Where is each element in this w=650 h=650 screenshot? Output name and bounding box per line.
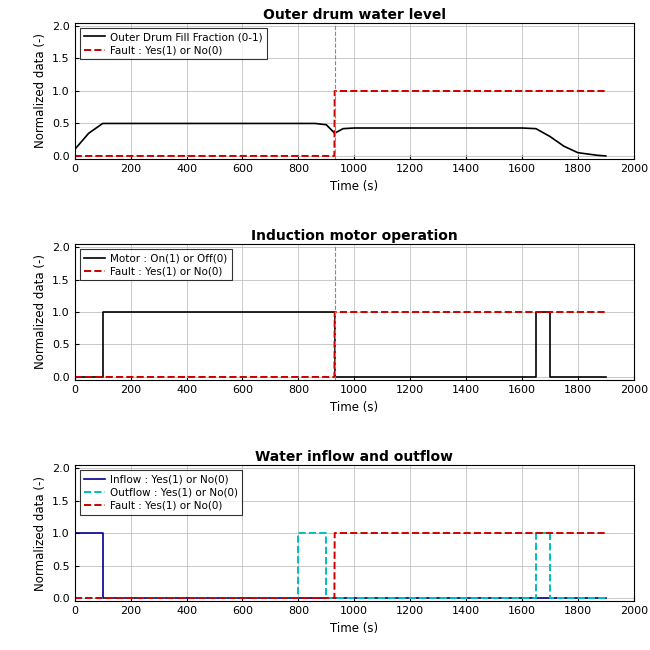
Inflow : Yes(1) or No(0): (100, 0): Yes(1) or No(0): (100, 0) xyxy=(99,594,107,602)
Outer Drum Fill Fraction (0-1) xyxy=(406,124,414,132)
Outer Drum Fill Fraction (0-1) xyxy=(84,129,92,137)
Outflow : Yes(1) or No(0): (900, 1): Yes(1) or No(0): (900, 1) xyxy=(322,529,330,537)
Outer Drum Fill Fraction (0-1) xyxy=(560,142,568,150)
X-axis label: Time (s): Time (s) xyxy=(330,400,378,413)
Inflow : Yes(1) or No(0): (900, 0): Yes(1) or No(0): (900, 0) xyxy=(322,594,330,602)
Motor : On(1) or Off(0): (100, 0): On(1) or Off(0): (100, 0) xyxy=(99,373,107,381)
Outflow : Yes(1) or No(0): (1.7e+03, 1): Yes(1) or No(0): (1.7e+03, 1) xyxy=(546,529,554,537)
Fault : Yes(1) or No(0): (1.9e+03, 1): Yes(1) or No(0): (1.9e+03, 1) xyxy=(602,529,610,537)
Fault : Yes(1) or No(0): (930, 1): Yes(1) or No(0): (930, 1) xyxy=(331,529,339,537)
Motor : On(1) or Off(0): (1.9e+03, 0): On(1) or Off(0): (1.9e+03, 0) xyxy=(602,373,610,381)
Motor : On(1) or Off(0): (0, 0): On(1) or Off(0): (0, 0) xyxy=(71,373,79,381)
Motor : On(1) or Off(0): (850, 1): On(1) or Off(0): (850, 1) xyxy=(309,308,317,316)
Fault : Yes(1) or No(0): (930, 1): Yes(1) or No(0): (930, 1) xyxy=(331,87,339,95)
Outer Drum Fill Fraction (0-1) xyxy=(322,121,330,129)
Y-axis label: Normalized data (-): Normalized data (-) xyxy=(34,255,47,369)
Line: Fault : Yes(1) or No(0): Fault : Yes(1) or No(0) xyxy=(75,312,606,377)
Outer Drum Fill Fraction (0-1) xyxy=(350,124,358,132)
Motor : On(1) or Off(0): (930, 1): On(1) or Off(0): (930, 1) xyxy=(331,308,339,316)
Outer Drum Fill Fraction (0-1) xyxy=(593,151,601,159)
Line: Fault : Yes(1) or No(0): Fault : Yes(1) or No(0) xyxy=(75,533,606,598)
X-axis label: Time (s): Time (s) xyxy=(330,179,378,192)
Legend: Outer Drum Fill Fraction (0-1), Fault : Yes(1) or No(0): Outer Drum Fill Fraction (0-1), Fault : … xyxy=(80,28,267,59)
Outer Drum Fill Fraction (0-1) xyxy=(434,124,442,132)
Outflow : Yes(1) or No(0): (1.7e+03, 0): Yes(1) or No(0): (1.7e+03, 0) xyxy=(546,594,554,602)
Legend: Motor : On(1) or Off(0), Fault : Yes(1) or No(0): Motor : On(1) or Off(0), Fault : Yes(1) … xyxy=(80,249,231,280)
Line: Outflow : Yes(1) or No(0): Outflow : Yes(1) or No(0) xyxy=(75,533,606,598)
Legend: Inflow : Yes(1) or No(0), Outflow : Yes(1) or No(0), Fault : Yes(1) or No(0): Inflow : Yes(1) or No(0), Outflow : Yes(… xyxy=(80,470,242,515)
Outflow : Yes(1) or No(0): (1.65e+03, 1): Yes(1) or No(0): (1.65e+03, 1) xyxy=(532,529,540,537)
Outflow : Yes(1) or No(0): (900, 0): Yes(1) or No(0): (900, 0) xyxy=(322,594,330,602)
Fault : Yes(1) or No(0): (929, 0): Yes(1) or No(0): (929, 0) xyxy=(330,594,338,602)
Outer Drum Fill Fraction (0-1) xyxy=(311,120,319,127)
X-axis label: Time (s): Time (s) xyxy=(330,621,378,634)
Inflow : Yes(1) or No(0): (900, 0): Yes(1) or No(0): (900, 0) xyxy=(322,594,330,602)
Inflow : Yes(1) or No(0): (0, 1): Yes(1) or No(0): (0, 1) xyxy=(71,529,79,537)
Outflow : Yes(1) or No(0): (0, 0): Yes(1) or No(0): (0, 0) xyxy=(71,594,79,602)
Outflow : Yes(1) or No(0): (1.9e+03, 0): Yes(1) or No(0): (1.9e+03, 0) xyxy=(602,594,610,602)
Line: Motor : On(1) or Off(0): Motor : On(1) or Off(0) xyxy=(75,312,606,377)
Motor : On(1) or Off(0): (1.65e+03, 0): On(1) or Off(0): (1.65e+03, 0) xyxy=(532,373,540,381)
Motor : On(1) or Off(0): (1.65e+03, 1): On(1) or Off(0): (1.65e+03, 1) xyxy=(532,308,540,316)
Outflow : Yes(1) or No(0): (800, 0): Yes(1) or No(0): (800, 0) xyxy=(294,594,302,602)
Motor : On(1) or Off(0): (1.7e+03, 0): On(1) or Off(0): (1.7e+03, 0) xyxy=(546,373,554,381)
Outer Drum Fill Fraction (0-1) xyxy=(331,129,339,137)
Fault : Yes(1) or No(0): (0, 0): Yes(1) or No(0): (0, 0) xyxy=(71,594,79,602)
Fault : Yes(1) or No(0): (0, 0): Yes(1) or No(0): (0, 0) xyxy=(71,152,79,160)
Y-axis label: Normalized data (-): Normalized data (-) xyxy=(34,476,47,591)
Fault : Yes(1) or No(0): (929, 0): Yes(1) or No(0): (929, 0) xyxy=(330,373,338,381)
Outer Drum Fill Fraction (0-1) xyxy=(602,152,610,160)
Motor : On(1) or Off(0): (1.7e+03, 1): On(1) or Off(0): (1.7e+03, 1) xyxy=(546,308,554,316)
Outer Drum Fill Fraction (0-1) xyxy=(546,133,554,140)
Fault : Yes(1) or No(0): (0, 0): Yes(1) or No(0): (0, 0) xyxy=(71,373,79,381)
Outflow : Yes(1) or No(0): (1.65e+03, 0): Yes(1) or No(0): (1.65e+03, 0) xyxy=(532,594,540,602)
Outer Drum Fill Fraction (0-1) xyxy=(462,124,470,132)
Outer Drum Fill Fraction (0-1) xyxy=(532,125,540,133)
Line: Inflow : Yes(1) or No(0): Inflow : Yes(1) or No(0) xyxy=(75,533,606,598)
Title: Outer drum water level: Outer drum water level xyxy=(263,8,446,21)
Inflow : Yes(1) or No(0): (1.9e+03, 0): Yes(1) or No(0): (1.9e+03, 0) xyxy=(602,594,610,602)
Inflow : Yes(1) or No(0): (0, 1): Yes(1) or No(0): (0, 1) xyxy=(71,529,79,537)
Fault : Yes(1) or No(0): (1.9e+03, 1): Yes(1) or No(0): (1.9e+03, 1) xyxy=(602,308,610,316)
Motor : On(1) or Off(0): (200, 1): On(1) or Off(0): (200, 1) xyxy=(127,308,135,316)
Motor : On(1) or Off(0): (850, 1): On(1) or Off(0): (850, 1) xyxy=(309,308,317,316)
Outer Drum Fill Fraction (0-1) xyxy=(99,120,107,127)
Outer Drum Fill Fraction (0-1) xyxy=(339,125,347,133)
Line: Fault : Yes(1) or No(0): Fault : Yes(1) or No(0) xyxy=(75,91,606,156)
Outer Drum Fill Fraction (0-1) xyxy=(71,146,79,153)
Outer Drum Fill Fraction (0-1) xyxy=(490,124,498,132)
Fault : Yes(1) or No(0): (929, 0): Yes(1) or No(0): (929, 0) xyxy=(330,152,338,160)
Motor : On(1) or Off(0): (930, 0): On(1) or Off(0): (930, 0) xyxy=(331,373,339,381)
Motor : On(1) or Off(0): (100, 1): On(1) or Off(0): (100, 1) xyxy=(99,308,107,316)
Outer Drum Fill Fraction (0-1) xyxy=(518,124,526,132)
Outer Drum Fill Fraction (0-1) xyxy=(113,120,121,127)
Outer Drum Fill Fraction (0-1) xyxy=(309,120,317,127)
Title: Water inflow and outflow: Water inflow and outflow xyxy=(255,450,453,463)
Outer Drum Fill Fraction (0-1) xyxy=(574,149,582,157)
Line: Outer Drum Fill Fraction (0-1): Outer Drum Fill Fraction (0-1) xyxy=(75,124,606,156)
Inflow : Yes(1) or No(0): (100, 1): Yes(1) or No(0): (100, 1) xyxy=(99,529,107,537)
Y-axis label: Normalized data (-): Normalized data (-) xyxy=(34,33,47,148)
Fault : Yes(1) or No(0): (930, 1): Yes(1) or No(0): (930, 1) xyxy=(331,308,339,316)
Outflow : Yes(1) or No(0): (800, 1): Yes(1) or No(0): (800, 1) xyxy=(294,529,302,537)
Fault : Yes(1) or No(0): (1.9e+03, 1): Yes(1) or No(0): (1.9e+03, 1) xyxy=(602,87,610,95)
Outer Drum Fill Fraction (0-1) xyxy=(294,120,302,127)
Title: Induction motor operation: Induction motor operation xyxy=(251,229,458,242)
Outer Drum Fill Fraction (0-1) xyxy=(378,124,386,132)
